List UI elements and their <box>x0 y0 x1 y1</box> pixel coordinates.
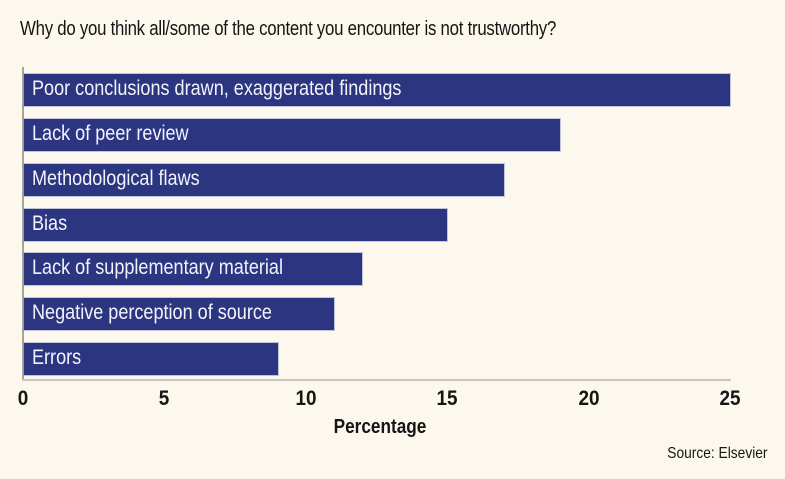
bar: Lack of supplementary material <box>24 253 363 285</box>
bar: Poor conclusions drawn, exaggerated find… <box>24 74 730 106</box>
x-tick-label: 20 <box>578 387 600 410</box>
x-tick-label: 15 <box>436 387 458 410</box>
bar: Methodological flaws <box>24 164 504 196</box>
bar: Bias <box>24 209 448 241</box>
x-axis-label: Percentage <box>333 416 427 438</box>
x-tick-label: 0 <box>17 387 29 410</box>
bar-label: Methodological flaws <box>32 167 200 190</box>
bar: Lack of peer review <box>24 119 561 151</box>
bar-label: Lack of supplementary material <box>32 256 283 279</box>
bar-label: Lack of peer review <box>32 122 189 145</box>
x-tick-label: 25 <box>719 387 741 410</box>
bar-label: Poor conclusions drawn, exaggerated find… <box>32 77 402 100</box>
source-note: Source: Elsevier <box>666 445 767 462</box>
y-axis-line <box>22 67 24 381</box>
x-axis-line <box>22 379 731 381</box>
bar: Errors <box>24 343 278 375</box>
bar: Negative perception of source <box>24 298 335 330</box>
chart-title: Why do you think all/some of the content… <box>20 18 557 40</box>
bar-label: Errors <box>32 346 82 369</box>
bar-label: Bias <box>32 212 68 235</box>
x-tick-label: 5 <box>159 387 170 410</box>
bar-label: Negative perception of source <box>32 301 272 324</box>
x-tick-label: 10 <box>295 387 317 410</box>
